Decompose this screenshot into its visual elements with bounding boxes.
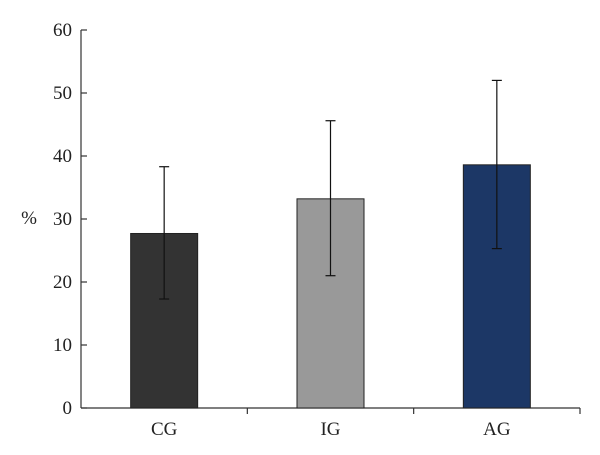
y-tick-label: 50: [53, 83, 72, 104]
x-tick-label: CG: [151, 419, 178, 440]
x-tick-label: AG: [483, 419, 511, 440]
y-tick-label: 30: [53, 209, 72, 230]
x-axis: CG IG AG: [81, 407, 581, 440]
y-tick-label: 60: [53, 20, 72, 41]
y-axis-label: %: [21, 208, 37, 229]
y-tick-label: 10: [53, 335, 72, 356]
error-bars: [159, 79, 502, 300]
y-tick-label: 40: [53, 146, 72, 167]
x-tick-label: IG: [320, 419, 340, 440]
y-tick-label: 20: [53, 272, 72, 293]
y-tick-label: 0: [63, 398, 73, 419]
y-axis: 0 10 20 30 40 50 60: [53, 20, 87, 419]
